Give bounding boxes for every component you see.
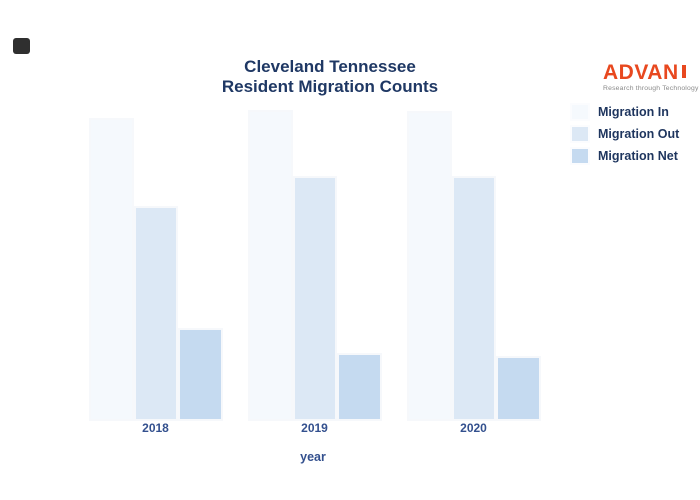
plot-area [89, 85, 549, 421]
advan-logo-accent-mark [682, 65, 686, 78]
bar-migration-in-2019 [248, 110, 293, 421]
bar-migration-out-2020 [451, 176, 496, 421]
bar-migration-net-2018 [178, 328, 223, 421]
legend-label: Migration Net [598, 149, 678, 163]
bar-migration-net-2019 [337, 353, 382, 421]
chart-title-line2: Resident Migration Counts [221, 77, 439, 96]
bar-migration-out-2018 [133, 206, 178, 421]
advan-logo: ADVAN Research through Technology [597, 60, 699, 99]
advan-logo-text: ADVAN [603, 61, 679, 84]
advan-logo-tagline: Research through Technology [603, 85, 699, 92]
legend-swatch-icon [570, 125, 590, 143]
legend-item: Migration In [570, 101, 679, 123]
legend-swatch-icon [570, 103, 590, 121]
legend-label: Migration In [598, 105, 669, 119]
legend-swatch-icon [570, 147, 590, 165]
bar-migration-net-2020 [496, 356, 541, 421]
advan-logo-row: ADVAN [603, 62, 686, 84]
legend: Migration In Migration Out Migration Net [570, 101, 679, 167]
x-tick-label: 2020 [460, 421, 487, 435]
legend-label: Migration Out [598, 127, 680, 141]
bar-migration-out-2019 [292, 176, 337, 421]
legend-item: Migration Out [570, 123, 679, 145]
x-tick-label: 2018 [142, 421, 169, 435]
x-axis-label: year [300, 450, 326, 464]
x-tick-label: 2019 [301, 421, 328, 435]
chart-title: Cleveland Tennessee Resident Migration C… [130, 57, 530, 97]
corner-mark [13, 38, 30, 54]
legend-item: Migration Net [570, 145, 679, 167]
chart-title-line1: Cleveland Tennessee [244, 57, 416, 76]
bar-migration-in-2020 [407, 111, 452, 421]
bar-migration-in-2018 [89, 118, 134, 421]
